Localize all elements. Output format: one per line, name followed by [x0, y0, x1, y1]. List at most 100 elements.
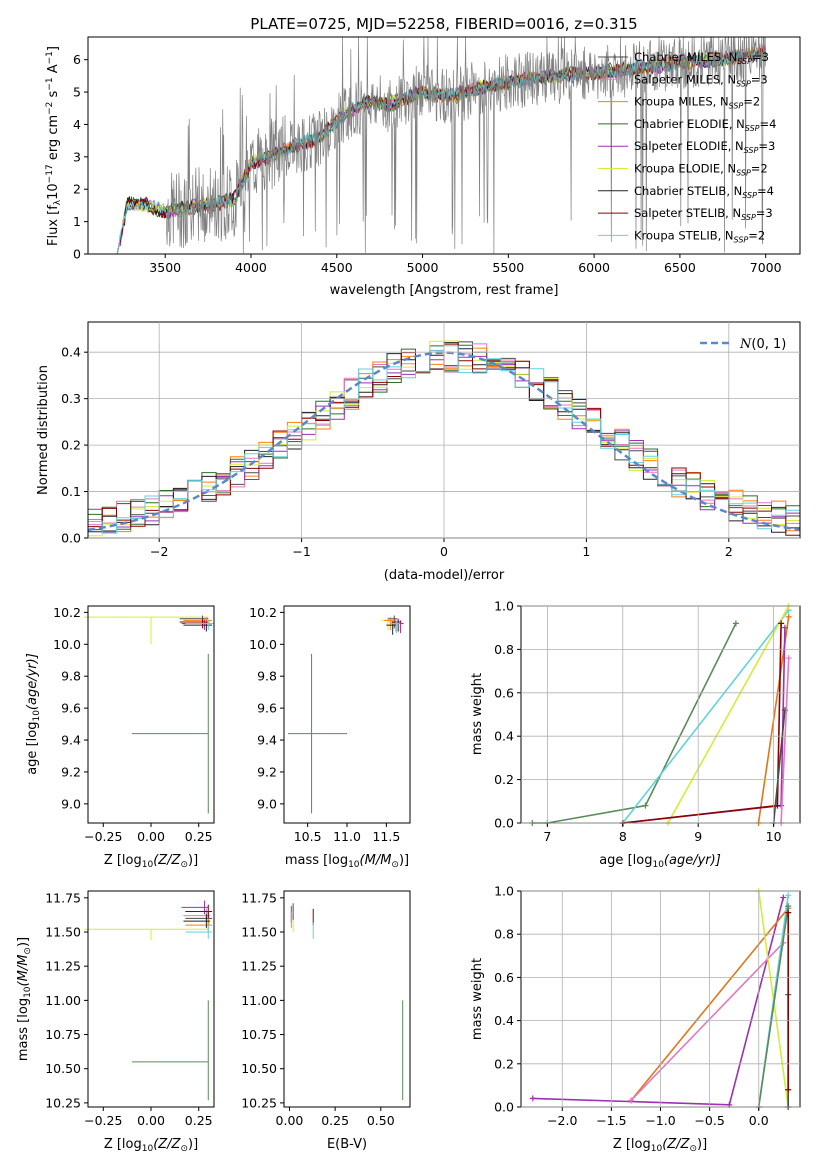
x-tick-label: −1.0: [645, 1113, 675, 1128]
legend-label: Salpeter MILES, NSSP=3: [634, 72, 768, 88]
mass-weight-Z-line: [630, 942, 784, 1102]
y-tick-label: 9.4: [61, 733, 81, 748]
legend-label-post: =3: [751, 72, 768, 86]
y-tick-label: 5: [73, 85, 81, 100]
x-tick-label: −2.0: [547, 1113, 577, 1128]
x-tick-label: 7: [543, 829, 551, 844]
legend-label-post: =3: [758, 139, 775, 153]
age-vs-Z-panel: −0.25 0.00 0.25 9.0 9.2 9.4 9.6 9.8 10.0 10.2 Z […: [25, 605, 215, 870]
gaussian-legend-label: N(0, 1): [739, 337, 786, 352]
mass-weight-age-line: [772, 710, 786, 824]
mass-weight-age-marker: [781, 624, 788, 631]
legend-label: Chabrier ELODIE, NSSP=4: [634, 117, 776, 133]
x-tick-label: −0.25: [84, 1113, 122, 1128]
mass-vs-Z-panel: −0.25 0.00 0.25 10.25 10.50 10.75 11.00 11.25 11…: [16, 890, 215, 1154]
mass-vs-EBV-ticks: 0.00 0.25 0.50 10.25 10.50 10.75 11.00 11.25 11.…: [241, 890, 395, 1128]
y-tick-label: 10.50: [241, 1061, 277, 1076]
y-tick-label: 10.75: [45, 1027, 81, 1042]
x-tick-label: 0.25: [185, 1113, 213, 1128]
mass-vs-Z-xlabel: Z [log10(Z/Z⊙)]: [104, 1137, 198, 1154]
legend-label-post: =2: [748, 228, 765, 242]
x-tick-label: −1: [292, 544, 310, 559]
mass-weight-vs-Z-xlabel: Z [log10(Z/Z⊙)]: [613, 1137, 707, 1154]
y-tick-label: 10.25: [241, 1095, 277, 1110]
legend-label: Chabrier STELIB, NSSP=4: [634, 184, 774, 200]
x-tick-label: 0.00: [276, 1113, 304, 1128]
y-tick-label: 11.50: [241, 925, 277, 940]
x-tick-label: 9: [694, 829, 702, 844]
figure-title: PLATE=0725, MJD=52258, FIBERID=0016, z=0…: [250, 15, 637, 33]
y-tick-label: 10.0: [249, 637, 277, 652]
age-vs-mass-ticks: 10.5 11.0 11.5 9.0 9.2 9.4 9.6 9.8 10.0 10.2: [249, 605, 400, 844]
residuals-panel: −2 −1 0 1 2 0.0 0.1 0.2 0.3 0.4 (data-model)/erro…: [36, 321, 801, 583]
mass-weight-age-marker: [785, 655, 792, 662]
y-tick-label: 10.75: [241, 1027, 277, 1042]
mass-weight-age-line: [780, 658, 790, 824]
spectrum-data-line: [165, 36, 767, 254]
legend-label-sub: SSP: [736, 79, 751, 88]
x-tick-label: 10.5: [294, 829, 322, 844]
y-tick-label: 9.0: [257, 796, 277, 811]
x-tick-label: 0.0: [749, 1113, 769, 1128]
legend-label-text: Salpeter STELIB, N: [634, 206, 741, 220]
y-tick-label: 1: [73, 214, 81, 229]
x-tick-label: 6500: [664, 260, 696, 275]
spectrum-panel: PLATE=0725, MJD=52258, FIBERID=0016, z=0…: [45, 15, 801, 298]
y-tick-label: 0.4: [494, 729, 514, 744]
x-tick-label: 3500: [149, 260, 181, 275]
x-tick-label: 11.5: [372, 829, 400, 844]
y-tick-label: 9.2: [61, 764, 81, 779]
x-tick-label: 10: [766, 829, 782, 844]
y-tick-label: 0.0: [494, 816, 514, 831]
mass-vs-Z-ylabel: mass [log10(M/M⊙)]: [16, 937, 33, 1061]
y-tick-label: 0.8: [494, 927, 514, 942]
mass-weight-Z-line: [757, 905, 789, 1108]
mass-weight-vs-age-xlabel: age [log10(age/yr)]: [599, 853, 721, 870]
y-tick-label: 10.2: [53, 605, 81, 620]
y-tick-label: 0.2: [494, 1056, 514, 1071]
legend-label-sub: SSP: [741, 213, 756, 222]
age-vs-Z-xlabel: Z [log10(Z/Z⊙)]: [104, 853, 198, 870]
mass-weight-vs-Z-panel: −2.0 −1.5 −1.0 −0.5 0.0 0.0 0.2 0.4 0.6 0.8 1.0 Z …: [470, 884, 801, 1154]
legend-label-sub: SSP: [742, 191, 757, 200]
x-tick-label: 4000: [235, 260, 267, 275]
y-tick-label: 1.0: [494, 599, 514, 614]
legend-label: Salpeter ELODIE, NSSP=3: [634, 139, 775, 155]
y-tick-label: 0.6: [494, 970, 514, 985]
y-tick-label: 11.25: [241, 959, 277, 974]
x-tick-label: 11.0: [333, 829, 361, 844]
x-tick-label: 0.00: [137, 829, 165, 844]
mass-weight-age-line: [622, 609, 790, 824]
legend-label-text: Kroupa STELIB, N: [634, 228, 734, 242]
x-tick-label: 6000: [578, 260, 610, 275]
residuals-legend: N(0, 1): [700, 337, 786, 352]
y-tick-label: 11.75: [241, 890, 277, 905]
mass-weight-Z-marker: [785, 1086, 792, 1093]
legend-label: Chabrier MILES, NSSP=3: [634, 50, 769, 66]
mass-weight-vs-Z-ticks: −2.0 −1.5 −1.0 −0.5 0.0 0.0 0.2 0.4 0.6 0.8 1.0: [494, 884, 800, 1128]
mass-weight-age-line: [667, 605, 790, 824]
x-tick-label: 0.25: [321, 1113, 349, 1128]
legend-label-text: Kroupa ELODIE, N: [634, 162, 736, 176]
mass-weight-Z-marker: [785, 892, 792, 899]
legend-label-sub: SSP: [745, 124, 760, 133]
legend-label-text: Chabrier STELIB, N: [634, 184, 742, 198]
x-tick-label: 0.00: [137, 1113, 165, 1128]
y-tick-label: 0.3: [61, 391, 81, 406]
y-tick-label: 3: [73, 149, 81, 164]
x-tick-label: 2: [725, 544, 733, 559]
y-tick-label: 0.8: [494, 642, 514, 657]
mass-vs-EBV-plot-area: [290, 903, 404, 1101]
y-tick-label: 10.0: [53, 637, 81, 652]
age-vs-Z-ylabel: age [log10(age/yr)]: [25, 653, 42, 775]
y-tick-label: 11.00: [45, 993, 81, 1008]
y-tick-label: 0.6: [494, 685, 514, 700]
mass-weight-Z-marker: [785, 903, 792, 910]
x-tick-label: 5000: [407, 260, 439, 275]
residuals-xlabel: (data-model)/error: [384, 568, 505, 583]
y-tick-label: 0.0: [61, 531, 81, 546]
y-tick-label: 4: [73, 117, 81, 132]
y-tick-label: 11.50: [45, 925, 81, 940]
y-tick-label: 9.4: [257, 733, 277, 748]
